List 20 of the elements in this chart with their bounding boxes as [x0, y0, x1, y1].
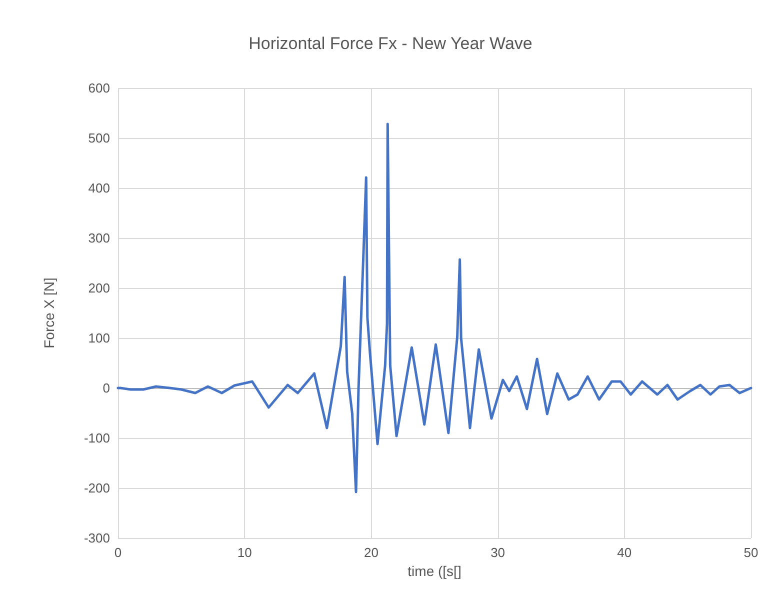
line-series [116, 122, 752, 494]
y-tick-label: -100 [84, 430, 110, 446]
x-axis-title: time ([s[] [408, 562, 462, 579]
x-tick-label: 0 [114, 545, 122, 560]
y-axis-title: Force X [N] [41, 278, 57, 348]
y-tick-label: 200 [88, 280, 110, 296]
y-tick-label: 500 [88, 130, 110, 146]
x-tick-label: 50 [744, 545, 758, 560]
chart-title: Horizontal Force Fx - New Year Wave [248, 34, 532, 53]
x-tick-label: 20 [364, 545, 378, 560]
x-tick-label: 40 [617, 545, 632, 560]
x-tick-label: 30 [490, 545, 506, 560]
y-tick-label: 600 [88, 80, 110, 96]
y-tick-label: 100 [88, 330, 110, 346]
y-tick-label: 400 [88, 180, 110, 196]
x-tick-label: 10 [237, 545, 252, 560]
y-tick-label: -300 [84, 530, 110, 546]
y-tick-label: 0 [102, 380, 110, 396]
y-tick-label: -200 [84, 480, 110, 496]
y-tick-label: 300 [88, 230, 110, 246]
